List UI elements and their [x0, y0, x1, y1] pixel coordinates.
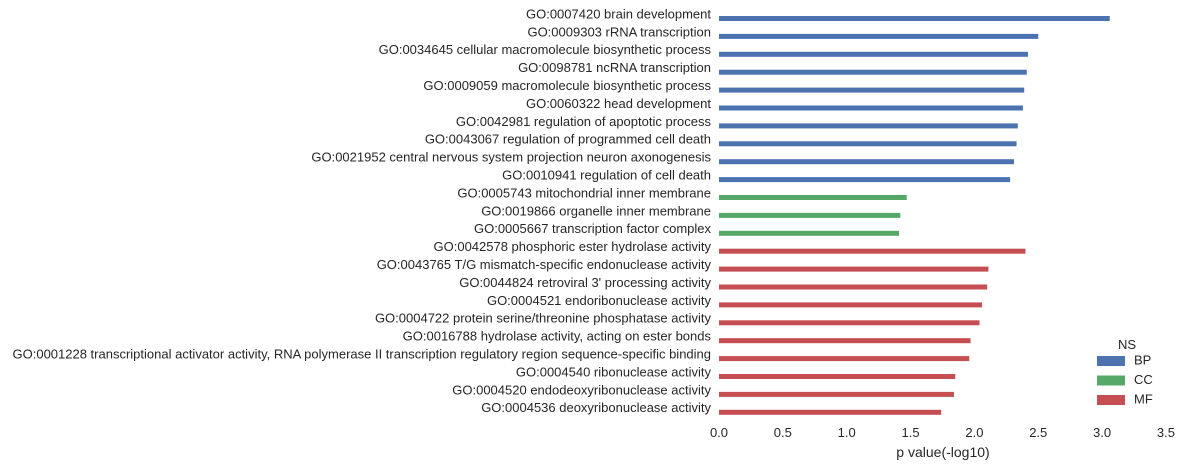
legend-title: NS [1118, 337, 1136, 352]
bar-bp [719, 51, 1029, 57]
bar-cc [719, 212, 901, 218]
category-label: GO:0044824 retroviral 3' processing acti… [459, 275, 711, 290]
bar-mf [719, 409, 942, 415]
x-tick-label: 3.0 [1093, 425, 1111, 440]
category-label: GO:0009303 rRNA transcription [527, 24, 711, 39]
category-label: GO:0004520 endodeoxyribonuclease activit… [452, 382, 711, 397]
category-label: GO:0010941 regulation of cell death [502, 168, 711, 183]
category-label: GO:0021952 central nervous system projec… [311, 150, 711, 165]
category-label: GO:0007420 brain development [526, 6, 711, 21]
legend-swatch-mf [1097, 395, 1125, 405]
bar-bp [719, 16, 1110, 21]
bar-cc [719, 195, 907, 200]
bar-mf [719, 302, 983, 308]
legend-label-cc: CC [1134, 372, 1153, 387]
bar-bp [719, 177, 1011, 183]
legend: NS BP CC MF [1097, 337, 1153, 406]
category-label: GO:0042578 phosphoric ester hydrolase ac… [434, 239, 712, 254]
x-tick-label: 0.5 [774, 425, 792, 440]
legend-label-mf: MF [1134, 391, 1153, 406]
x-tick-labels-group: 0.0 0.5 1.0 1.5 2.0 2.5 3.0 3.5 [710, 425, 1175, 440]
category-labels-group: GO:0007420 brain development GO:0009303 r… [13, 6, 712, 415]
bar-bp [719, 69, 1027, 75]
bar-bp [719, 87, 1025, 93]
category-label: GO:0043765 T/G mismatch-specific endonuc… [377, 257, 712, 272]
x-tick-label: 0.0 [710, 425, 728, 440]
bars-group [719, 16, 1110, 415]
legend-swatch-cc [1097, 375, 1125, 386]
bar-bp [719, 159, 1014, 165]
category-label: GO:0016788 hydrolase activity, acting on… [403, 329, 712, 344]
bar-cc [719, 230, 900, 236]
legend-label-bp: BP [1134, 352, 1151, 367]
bar-mf [719, 248, 1026, 254]
bar-mf [719, 391, 954, 397]
category-label: GO:0043067 regulation of programmed cell… [425, 132, 711, 147]
legend-swatch-bp [1097, 356, 1125, 366]
bar-mf [719, 284, 988, 290]
bar-bp [719, 123, 1018, 129]
category-label: GO:0060322 head development [526, 96, 711, 111]
category-label: GO:0042981 regulation of apoptotic proce… [456, 114, 712, 129]
bar-mf [719, 320, 980, 326]
category-label: GO:0004722 protein serine/threonine phos… [375, 311, 712, 326]
category-label: GO:0005667 transcription factor complex [474, 221, 712, 236]
x-axis-label: p value(-log10) [896, 444, 989, 460]
bar-mf [719, 374, 956, 379]
bar-mf [719, 338, 971, 344]
category-label: GO:0019866 organelle inner membrane [481, 203, 711, 218]
bar-bp [719, 141, 1017, 147]
x-tick-label: 1.5 [902, 425, 920, 440]
x-tick-label: 2.0 [965, 425, 983, 440]
category-label: GO:0009059 macromolecule biosynthetic pr… [423, 78, 711, 93]
category-label: GO:0004536 deoxyribonuclease activity [481, 400, 711, 415]
category-label: GO:0034645 cellular macromolecule biosyn… [379, 42, 712, 57]
category-label: GO:0005743 mitochondrial inner membrane [457, 185, 711, 200]
x-tick-label: 1.0 [838, 425, 856, 440]
bar-bp [719, 33, 1039, 39]
legend-entries: BP CC MF [1097, 352, 1153, 406]
bar-bp [719, 105, 1023, 111]
category-label: GO:0001228 transcriptional activator act… [13, 347, 712, 362]
bar-mf [719, 356, 970, 362]
category-label: GO:0004540 ribonuclease activity [516, 364, 712, 379]
x-tick-label: 3.5 [1157, 425, 1175, 440]
category-label: GO:0098781 ncRNA transcription [518, 60, 711, 75]
category-label: GO:0004521 endoribonuclease activity [487, 293, 712, 308]
x-tick-label: 2.5 [1029, 425, 1047, 440]
bar-mf [719, 266, 989, 272]
